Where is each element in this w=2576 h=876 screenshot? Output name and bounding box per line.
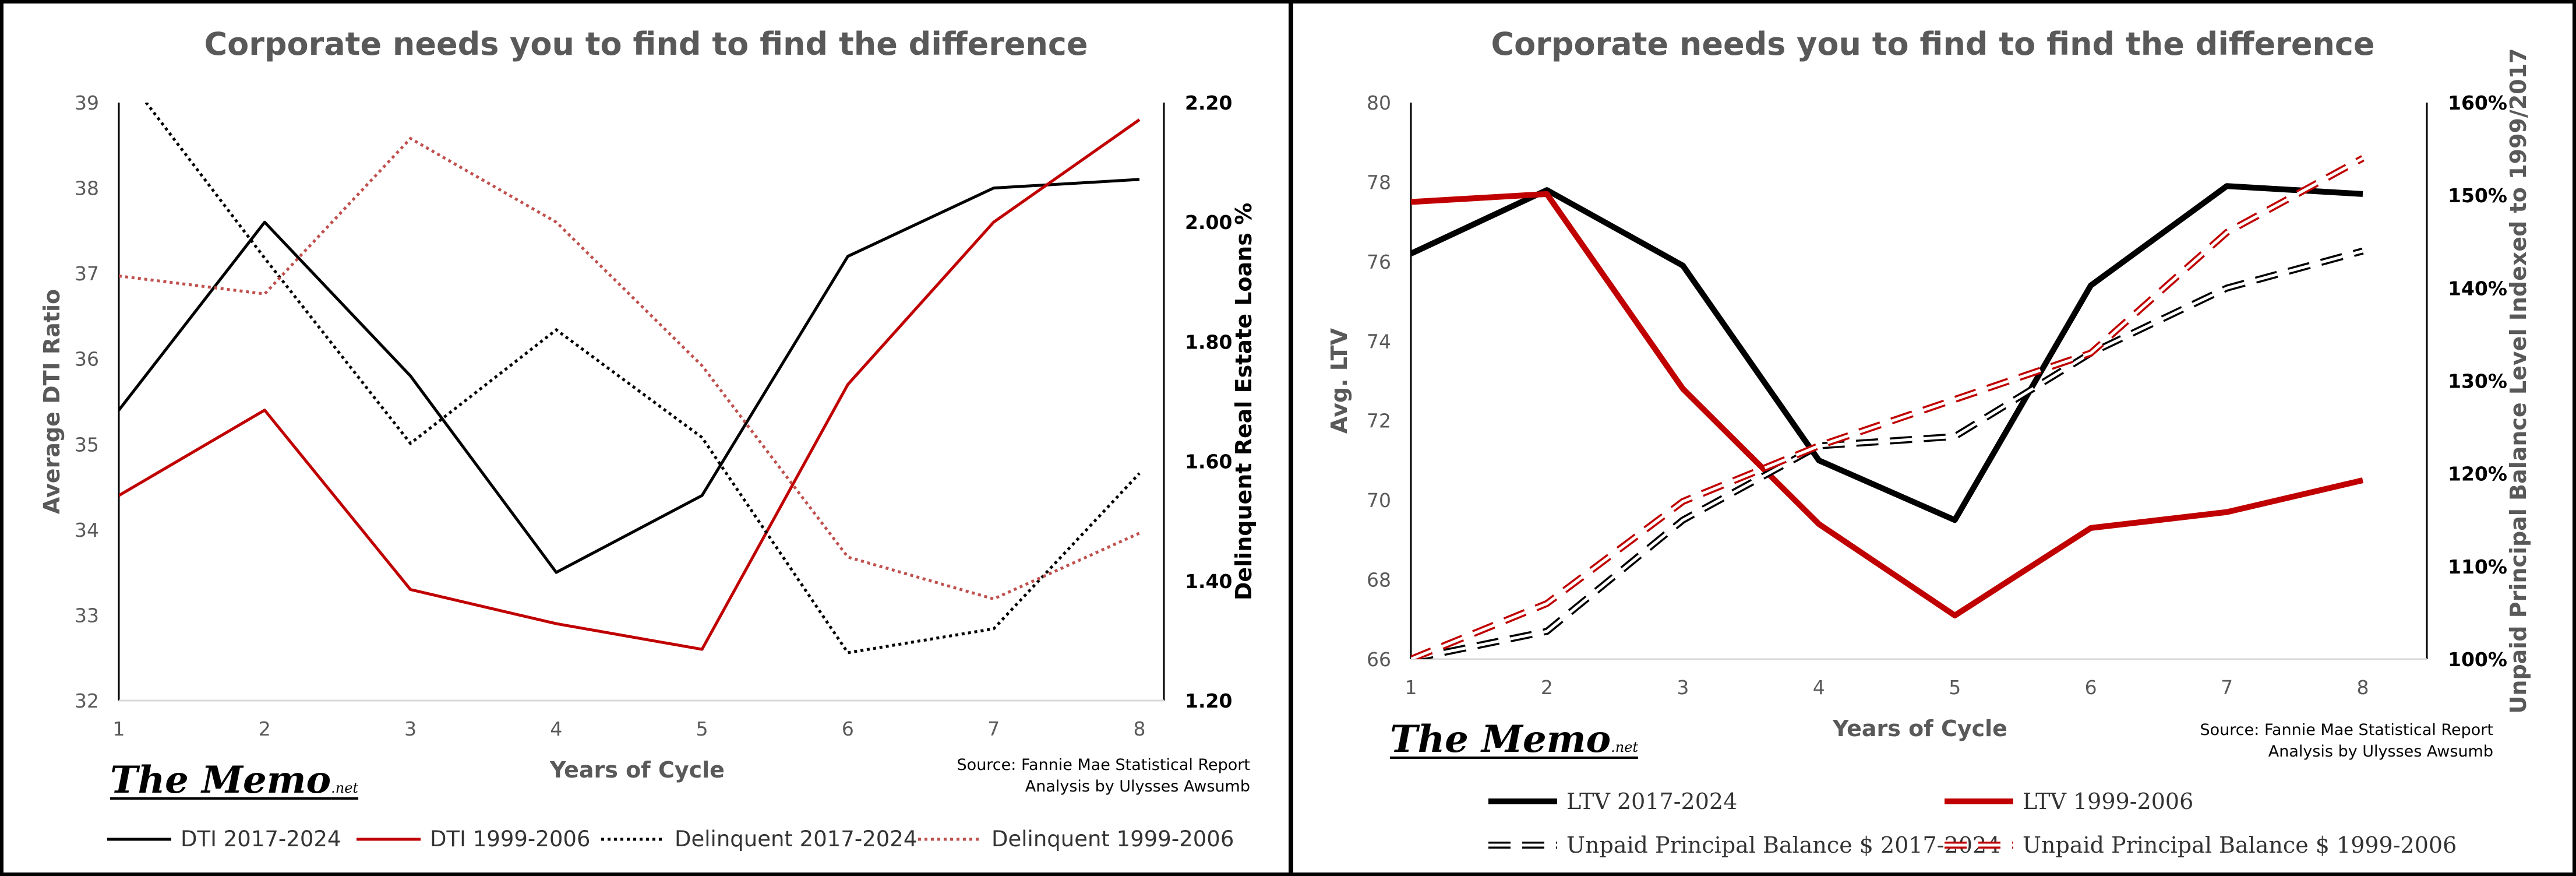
x-tick-label: 3 <box>404 717 417 740</box>
legend-label: DTI 2017-2024 <box>181 826 341 852</box>
x-axis-label: Years of Cycle <box>1832 716 2007 741</box>
y-tick-label: 32 <box>75 689 99 712</box>
x-tick-label: 7 <box>987 717 1000 740</box>
legend-item-delinquent-1999: Delinquent 1999-2006 <box>918 826 1234 852</box>
legend-item-dti-2017: DTI 2017-2024 <box>107 826 341 852</box>
y2-tick-label: 1.60 <box>1185 451 1232 473</box>
series-line-dti-2017-2024 <box>119 178 1140 574</box>
x-tick-label: 2 <box>259 717 271 740</box>
y-tick-label: 70 <box>1367 489 1391 512</box>
legend-item-ltv-1999: LTV 1999-2006 <box>1945 789 2193 814</box>
legend-label: Delinquent 1999-2006 <box>991 826 1234 852</box>
y2-axis-label: Unpaid Principal Balance Level Indexed t… <box>2506 48 2531 714</box>
y-tick-label: 37 <box>75 262 99 285</box>
y-tick-label: 76 <box>1367 251 1391 273</box>
legend-label: Unpaid Principal Balance $ 1999-2006 <box>2023 832 2457 858</box>
brand-name: The Memo <box>1390 717 1611 761</box>
y2-tick-label: 160% <box>2448 92 2507 114</box>
y2-tick-label: 100% <box>2448 648 2507 671</box>
x-tick-label: 2 <box>1541 676 1553 699</box>
x-tick-label: 4 <box>550 717 562 740</box>
legend-label: Delinquent 2017-2024 <box>675 826 918 852</box>
y2-tick-label: 130% <box>2448 370 2507 393</box>
legend-label: DTI 1999-2006 <box>430 826 591 852</box>
chart-title: Corporate needs you to find to find the … <box>204 26 1088 62</box>
x-tick-label: 7 <box>2221 676 2233 699</box>
brand-name: The Memo <box>110 758 331 802</box>
x-tick-label: 3 <box>1677 676 1689 699</box>
ltv-plot-area: 6668707274767880100%110%120%130%140%150%… <box>1326 48 2531 741</box>
series-line-unpaid-principal-balance-2017-2024-inner <box>1411 249 2363 659</box>
y-axis-label: Average DTI Ratio <box>39 289 65 514</box>
series-line-ltv-2017-2024 <box>1411 183 2363 523</box>
brand-suffix: .net <box>331 780 359 796</box>
y2-tick-label: 150% <box>2448 184 2507 207</box>
ltv-upb-chart: Corporate needs you to find to find the … <box>1290 0 2576 876</box>
series-line-unpaid-principal-balance-1999-2006 <box>1411 155 2365 659</box>
legend-label: Unpaid Principal Balance $ 2017-2024 <box>1566 832 2001 858</box>
y2-tick-label: 1.40 <box>1185 570 1232 593</box>
x-axis-label: Years of Cycle <box>549 757 725 783</box>
y-tick-label: 66 <box>1367 648 1391 671</box>
source-note: Source: Fannie Mae Statistical Report An… <box>957 754 1250 797</box>
x-tick-label: 1 <box>113 717 125 740</box>
x-tick-label: 8 <box>1134 717 1146 740</box>
x-tick-label: 1 <box>1405 676 1417 699</box>
series-line-dti-1999-2006 <box>119 118 1141 651</box>
x-tick-label: 8 <box>2357 676 2369 699</box>
series-line-delinquent-1999-2006 <box>119 136 1141 601</box>
x-tick-label: 5 <box>1949 676 1961 699</box>
y-tick-label: 38 <box>75 177 99 200</box>
x-tick-label: 4 <box>1813 676 1825 699</box>
y-tick-label: 34 <box>75 519 99 541</box>
legend-item-ltv-2017: LTV 2017-2024 <box>1488 789 1737 814</box>
legend-item-dti-1999: DTI 1999-2006 <box>357 826 590 852</box>
y-tick-label: 72 <box>1367 410 1391 432</box>
y2-tick-label: 120% <box>2448 463 2507 486</box>
dti-plot-area: 32333435363738391.201.401.601.802.002.20… <box>39 92 1257 783</box>
brand-logo: The Memo.net <box>110 758 358 802</box>
y-tick-label: 74 <box>1367 330 1391 353</box>
series-group <box>1411 155 2365 659</box>
series-line-delinquent-2017-2024 <box>144 103 1141 655</box>
series-line-unpaid-principal-balance-1999-2006-inner <box>1411 157 2364 659</box>
y2-tick-label: 110% <box>2448 555 2507 578</box>
y2-tick-label: 1.80 <box>1185 330 1232 353</box>
legend-label: LTV 2017-2024 <box>1566 789 1738 814</box>
y-tick-label: 68 <box>1367 569 1391 592</box>
y-axis-label: Avg. LTV <box>1326 328 1352 434</box>
source-line-1: Source: Fannie Mae Statistical Report <box>2200 721 2493 739</box>
brand-logo: The Memo.net <box>1390 717 1638 761</box>
y-tick-label: 33 <box>75 604 99 627</box>
source-line-2: Analysis by Ulysses Awsumb <box>2268 743 2493 761</box>
x-tick-label: 6 <box>842 717 854 740</box>
legend-label: LTV 1999-2006 <box>2023 789 2194 814</box>
series-group <box>119 103 1141 655</box>
y-tick-label: 80 <box>1367 92 1391 114</box>
y-tick-label: 35 <box>75 433 99 456</box>
y-tick-label: 39 <box>75 92 99 114</box>
legend-item-delinquent-2017: Delinquent 2017-2024 <box>601 826 917 852</box>
source-line-2: Analysis by Ulysses Awsumb <box>1025 778 1250 796</box>
chart-title: Corporate needs you to find to find the … <box>1491 26 2375 62</box>
y-tick-label: 78 <box>1367 171 1391 194</box>
brand-suffix: .net <box>1611 739 1639 755</box>
legend-item-upb-1999: Unpaid Principal Balance $ 1999-2006 <box>1945 832 2457 858</box>
source-line-1: Source: Fannie Mae Statistical Report <box>957 756 1250 774</box>
source-note: Source: Fannie Mae Statistical Report An… <box>2200 719 2493 762</box>
y2-tick-label: 2.00 <box>1185 211 1232 234</box>
y-tick-label: 36 <box>75 348 99 371</box>
y2-axis-label: Delinquent Real Estate Loans % <box>1231 203 1257 600</box>
dti-delinquency-chart: Corporate needs you to find to find the … <box>0 0 1292 876</box>
y2-tick-label: 2.20 <box>1185 92 1232 114</box>
legend-item-upb-2017: Unpaid Principal Balance $ 2017-2024 <box>1488 832 2000 858</box>
x-tick-label: 6 <box>2085 676 2097 699</box>
y2-tick-label: 140% <box>2448 277 2507 300</box>
series-line-ltv-1999-2006 <box>1411 191 2364 618</box>
x-tick-label: 5 <box>696 717 708 740</box>
y2-tick-label: 1.20 <box>1185 689 1232 712</box>
